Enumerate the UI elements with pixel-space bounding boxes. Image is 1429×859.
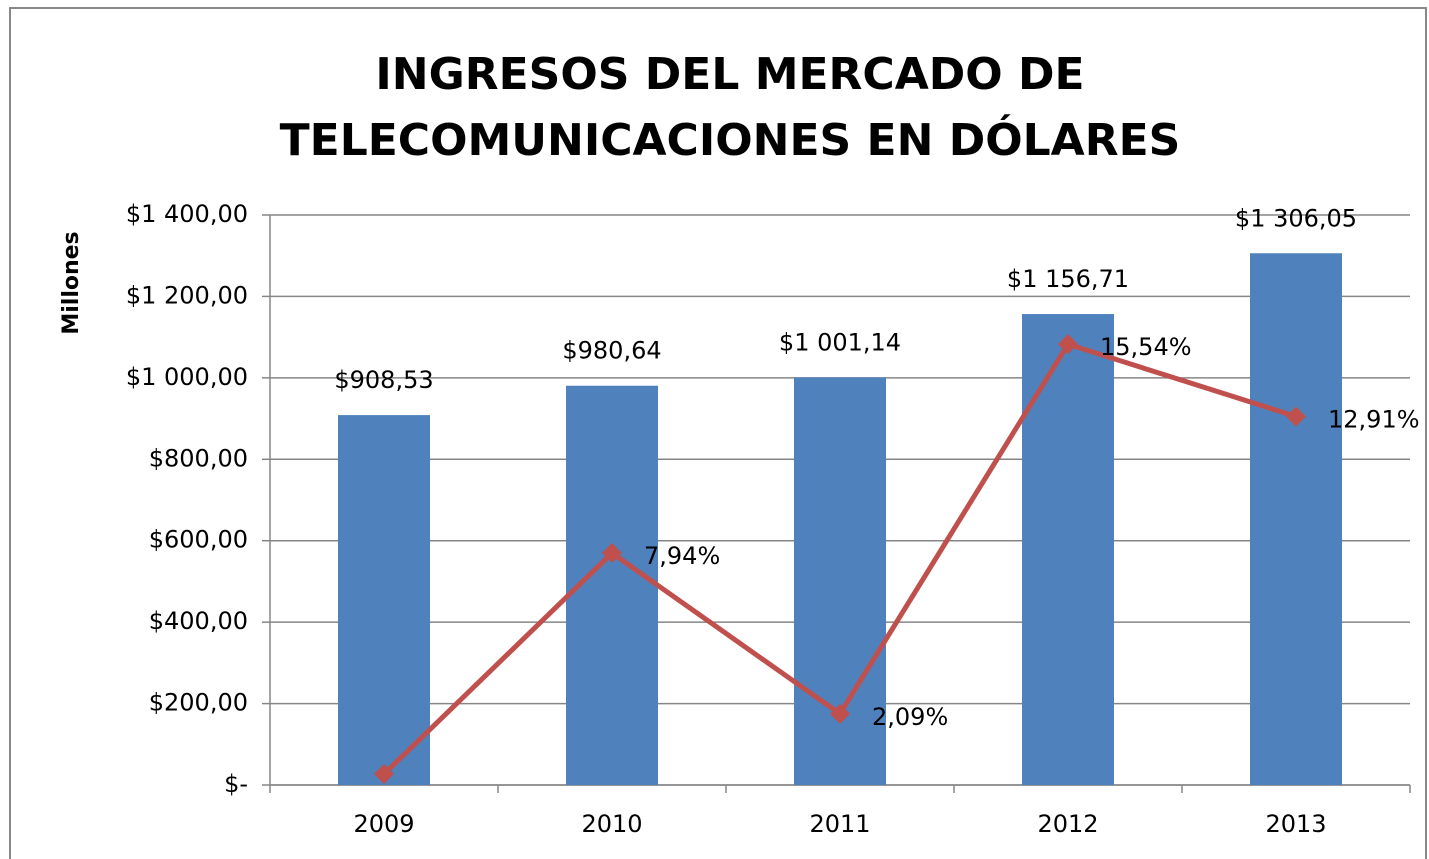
- bar-value-label: $980,64: [562, 337, 661, 365]
- y-tick-label: $-: [224, 770, 248, 798]
- x-tick-label: 2010: [581, 810, 642, 838]
- bar-value-label: $1 156,71: [1007, 265, 1129, 293]
- bar-value-label: $1 306,05: [1235, 204, 1357, 232]
- y-tick-label: $600,00: [149, 526, 248, 554]
- line-marker: [374, 764, 394, 785]
- line-marker: [1058, 334, 1078, 355]
- x-tick-label: 2011: [809, 810, 870, 838]
- chart-title: TELECOMUNICACIONES EN DÓLARES: [280, 113, 1181, 166]
- y-axis-label: Millones: [59, 231, 84, 334]
- x-tick-label: 2012: [1037, 810, 1098, 838]
- bar: [1250, 253, 1342, 785]
- chart-frame: [9, 7, 1427, 859]
- chart-title: INGRESOS DEL MERCADO DE: [375, 49, 1084, 100]
- y-tick-label: $400,00: [149, 607, 248, 635]
- y-tick-label: $800,00: [149, 444, 248, 472]
- line-value-label: 12,91%: [1328, 405, 1420, 433]
- bar: [338, 415, 430, 785]
- y-tick-label: $1 200,00: [126, 281, 248, 309]
- y-tick-label: $1 400,00: [126, 200, 248, 228]
- line-marker: [1286, 406, 1306, 427]
- bar-value-label: $1 001,14: [779, 328, 901, 356]
- bar-value-label: $908,53: [334, 366, 433, 394]
- y-tick-label: $200,00: [149, 689, 248, 717]
- y-tick-label: $1 000,00: [126, 363, 248, 391]
- line-marker: [602, 543, 622, 564]
- x-tick-label: 2009: [353, 810, 414, 838]
- line-value-label: 2,09%: [872, 703, 948, 731]
- x-tick-label: 2013: [1265, 810, 1326, 838]
- line-value-label: 7,94%: [644, 542, 720, 570]
- bar: [1022, 314, 1114, 785]
- line-value-label: 15,54%: [1100, 333, 1192, 361]
- line-marker: [830, 703, 850, 724]
